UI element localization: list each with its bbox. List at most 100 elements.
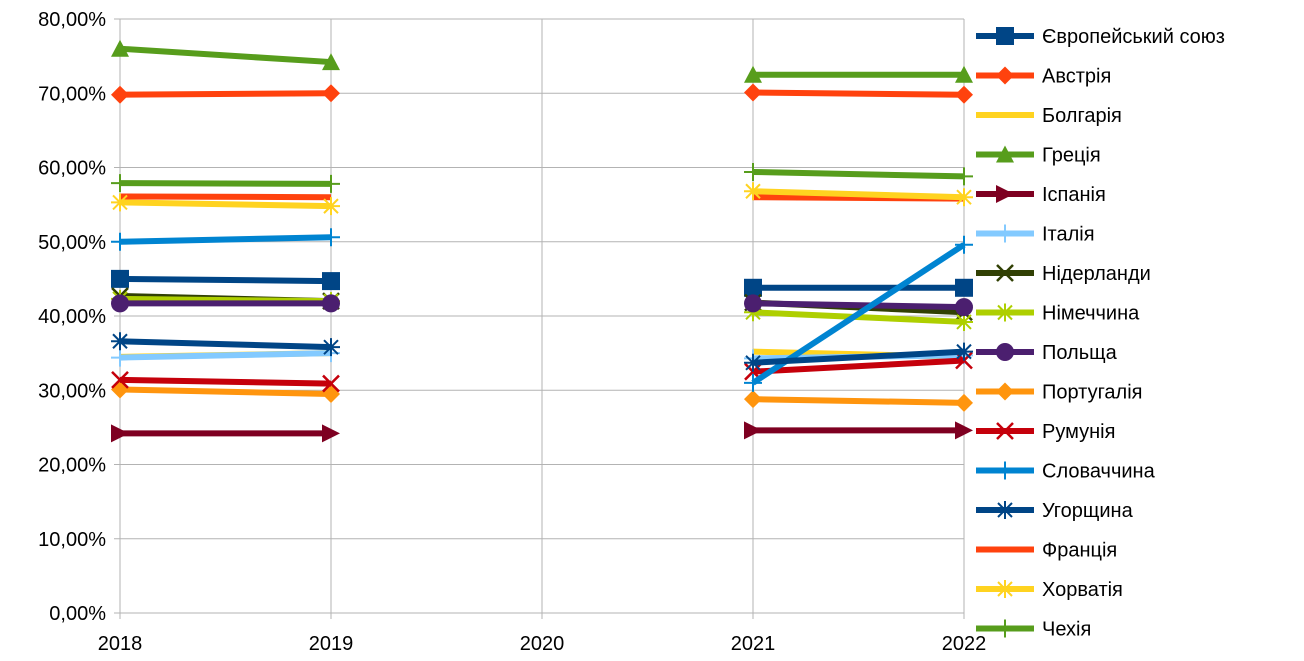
data-point <box>996 27 1014 45</box>
data-point <box>744 182 762 201</box>
data-point <box>744 278 762 297</box>
legend-item: Румунія <box>976 421 1115 443</box>
series-1 <box>111 269 973 297</box>
data-point <box>996 303 1014 322</box>
x-tick-label: 2018 <box>98 633 143 655</box>
y-tick-label: 10,00% <box>38 529 106 551</box>
series-11 <box>111 351 973 393</box>
legend-label: Хорватія <box>1042 579 1123 601</box>
y-tick-label: 30,00% <box>38 380 106 402</box>
legend-item: Австрія <box>976 66 1111 88</box>
data-point <box>744 353 762 372</box>
data-point <box>996 185 1014 203</box>
y-tick-label: 40,00% <box>38 306 106 328</box>
legend-item: Угорщина <box>976 500 1134 522</box>
data-point <box>955 298 973 317</box>
series-line-segment <box>752 300 965 311</box>
data-point <box>322 272 340 291</box>
series-13 <box>111 332 973 372</box>
y-tick-label: 60,00% <box>38 158 106 180</box>
data-point <box>996 224 1014 243</box>
legend-label: Чехія <box>1042 619 1091 641</box>
legend-item: Греція <box>976 145 1101 167</box>
data-point <box>996 619 1014 638</box>
data-point <box>111 39 129 57</box>
x-tick-label: 2022 <box>942 633 987 655</box>
data-point <box>322 53 340 71</box>
data-point <box>322 338 340 357</box>
data-point <box>955 85 973 104</box>
legend-item: Португалія <box>976 382 1143 404</box>
legend-item: Франція <box>976 540 1117 562</box>
series-9 <box>111 294 973 317</box>
data-point <box>111 424 129 443</box>
data-point <box>955 65 973 83</box>
data-point <box>744 162 762 181</box>
y-tick-label: 50,00% <box>38 232 106 254</box>
legend-label: Португалія <box>1042 382 1143 404</box>
data-point <box>111 332 129 351</box>
series-5 <box>111 421 973 443</box>
series-4 <box>111 39 973 83</box>
series-line-segment <box>119 275 332 285</box>
x-tick-label: 2021 <box>731 633 776 655</box>
series-line-segment <box>752 168 965 180</box>
data-point <box>322 228 340 247</box>
legend-label: Нідерланди <box>1042 263 1151 285</box>
x-tick-label: 2019 <box>309 633 354 655</box>
data-point <box>996 343 1014 361</box>
series-15 <box>111 182 973 216</box>
data-point <box>955 342 973 361</box>
legend-label: Іспанія <box>1042 184 1106 206</box>
data-point <box>111 193 129 212</box>
data-point <box>111 174 129 193</box>
data-point <box>744 421 762 440</box>
data-point <box>111 370 129 389</box>
data-point <box>744 65 762 83</box>
legend-item: Словаччина <box>976 461 1156 483</box>
series-line-segment <box>119 199 332 210</box>
data-point <box>996 66 1014 85</box>
legend-label: Європейський союз <box>1042 26 1225 48</box>
series-line-segment <box>752 348 965 366</box>
y-tick-label: 0,00% <box>49 603 106 625</box>
data-point <box>955 188 973 207</box>
legend-label: Німеччина <box>1042 303 1140 325</box>
series-line-segment <box>752 89 965 98</box>
data-point <box>111 85 129 104</box>
data-point <box>996 145 1014 163</box>
legend: Європейський союз Австрія Болгарія Греція Іс… <box>976 26 1225 641</box>
data-point <box>111 232 129 251</box>
series-line-segment <box>119 376 332 387</box>
series-16 <box>111 162 973 193</box>
legend-label: Греція <box>1042 145 1101 167</box>
legend-label: Італія <box>1042 224 1095 246</box>
data-point <box>996 501 1014 519</box>
legend-label: Румунія <box>1042 421 1115 443</box>
series-line-segment <box>119 350 332 361</box>
series-line-segment <box>119 180 332 187</box>
legend-item: Польща <box>976 342 1118 364</box>
series-line-segment <box>119 234 332 245</box>
data-point <box>322 174 340 193</box>
data-point <box>955 421 973 440</box>
data-point <box>955 167 973 186</box>
series-line-segment <box>752 396 965 406</box>
data-point <box>744 83 762 102</box>
data-point <box>322 424 340 443</box>
y-tick-label: 80,00% <box>38 9 106 31</box>
data-point <box>955 312 973 331</box>
legend-item: Іспанія <box>976 184 1106 206</box>
legend-item: Хорватія <box>976 579 1123 601</box>
data-point <box>322 374 340 393</box>
data-point <box>111 294 129 313</box>
data-point <box>322 84 340 103</box>
data-point <box>996 264 1014 282</box>
data-point <box>955 235 973 254</box>
series-line-segment <box>119 45 332 66</box>
legend-label: Польща <box>1042 342 1118 364</box>
legend-label: Австрія <box>1042 66 1111 88</box>
x-tick-label: 2020 <box>520 633 565 655</box>
legend-label: Болгарія <box>1042 105 1122 127</box>
